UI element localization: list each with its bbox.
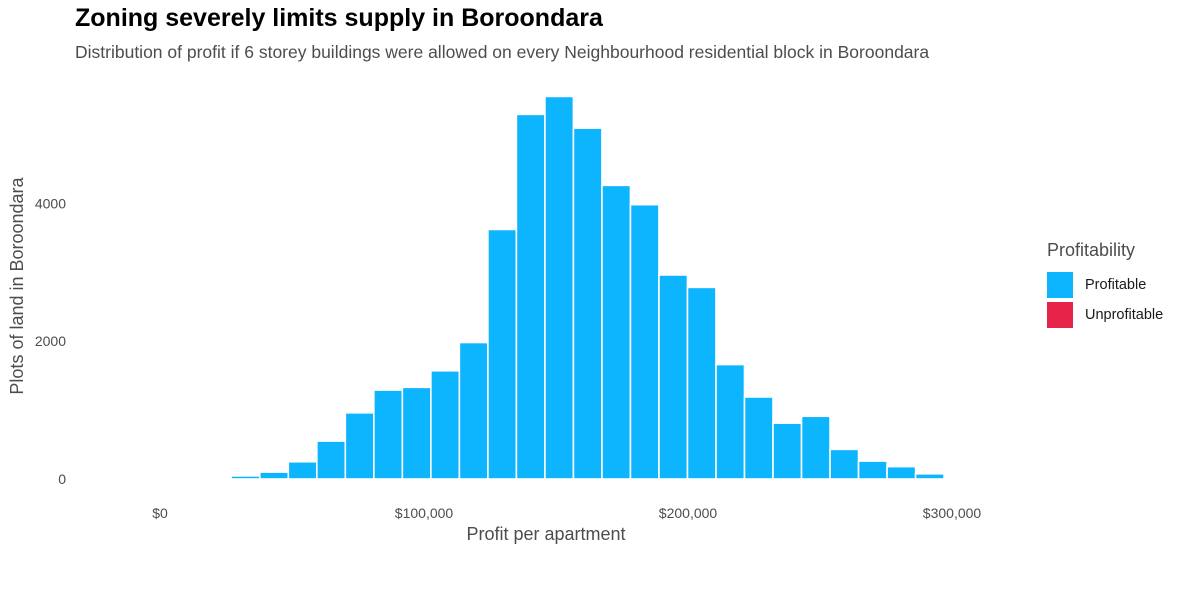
histogram-bar [715, 363, 746, 480]
histogram-bar [886, 465, 917, 480]
legend-label-profitable: Profitable [1085, 277, 1147, 293]
histogram-bar [258, 471, 290, 480]
histogram-bar [487, 228, 518, 480]
histogram-bar [458, 341, 489, 480]
histogram-bar [743, 396, 774, 480]
histogram-bar [686, 286, 717, 480]
histogram-bar [316, 440, 347, 480]
x-axis-title: Profit per apartment [466, 524, 625, 544]
y-tick-label: 2000 [35, 333, 66, 349]
x-tick-label: $0 [152, 505, 168, 521]
histogram-bar [829, 448, 860, 480]
y-axis-ticks: 0 2000 4000 [35, 195, 66, 487]
legend-item-unprofitable: Unprofitable [1047, 300, 1163, 330]
histogram-bar [344, 412, 375, 480]
histogram-bar [401, 386, 432, 480]
x-tick-label: $300,000 [923, 505, 982, 521]
histogram-bar [230, 475, 261, 480]
histogram-bar [572, 127, 603, 480]
histogram-bar [772, 422, 803, 480]
bars-group [201, 95, 945, 480]
y-axis-title: Plots of land in Boroondara [7, 176, 27, 394]
histogram-bar [287, 460, 318, 480]
histogram-bar [430, 369, 461, 480]
x-tick-label: $200,000 [659, 505, 718, 521]
chart-title: Zoning severely limits supply in Boroond… [75, 4, 603, 32]
histogram-bar [515, 113, 546, 480]
x-tick-label: $100,000 [395, 505, 454, 521]
histogram-bar [658, 274, 689, 480]
y-tick-label: 4000 [35, 195, 66, 211]
chart-subtitle: Distribution of profit if 6 storey build… [75, 42, 930, 62]
legend-swatch-unprofitable [1047, 302, 1073, 328]
histogram-bar [373, 389, 404, 480]
histogram-bar [544, 95, 575, 480]
histogram-bar [601, 184, 632, 480]
x-axis-ticks: $0 $100,000 $200,000 $300,000 [152, 505, 981, 521]
histogram-bar [629, 203, 660, 480]
legend-swatch-profitable [1047, 272, 1073, 298]
histogram-bar [201, 477, 233, 480]
histogram-bar [914, 473, 945, 480]
legend-title: Profitability [1047, 240, 1136, 260]
y-tick-label: 0 [58, 471, 66, 487]
legend: Profitability Profitable Unprofitable [1047, 240, 1163, 330]
legend-label-unprofitable: Unprofitable [1085, 307, 1164, 323]
legend-item-profitable: Profitable [1047, 270, 1163, 300]
histogram-bar [857, 460, 888, 480]
histogram-bar [800, 415, 831, 480]
